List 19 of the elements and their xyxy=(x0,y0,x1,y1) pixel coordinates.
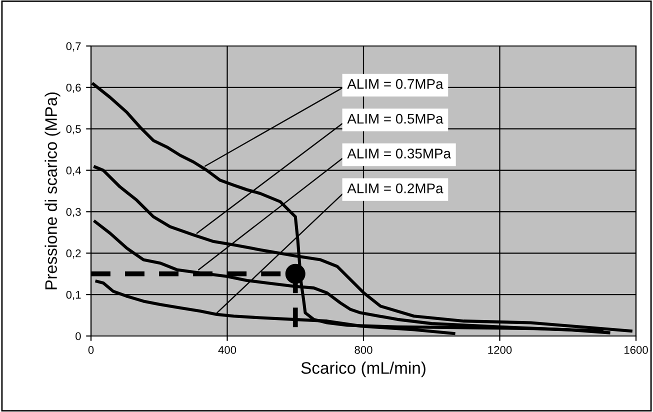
y-tick-label: 0,6 xyxy=(66,84,81,93)
y-axis-title: Pressione di scarico (MPa) xyxy=(44,92,60,290)
y-tick-label: 0,4 xyxy=(66,166,81,176)
y-tick-label: 0,2 xyxy=(66,249,81,259)
y-tick-label: 0,5 xyxy=(66,125,81,134)
annotation: ALIM = 0.7MPa xyxy=(347,79,444,89)
y-tick-label: 0,7 xyxy=(66,42,81,52)
x-tick-label: 1200 xyxy=(488,346,512,354)
y-tick-label: 0 xyxy=(76,332,81,340)
annotation: ALIM = 0.35MPa xyxy=(347,148,451,158)
x-tick-label: 0 xyxy=(88,346,94,354)
x-tick-label: 800 xyxy=(354,346,372,354)
x-tick-label: 400 xyxy=(218,346,236,354)
x-tick-label: 1600 xyxy=(624,346,648,354)
annotation: ALIM = 0.5MPa xyxy=(347,114,444,124)
annotation: ALIM = 0.2MPa xyxy=(347,183,444,194)
y-tick-label: 0,1 xyxy=(66,290,81,300)
y-tick-label: 0,3 xyxy=(66,208,81,218)
x-axis-title: Scarico (mL/min) xyxy=(301,362,426,378)
